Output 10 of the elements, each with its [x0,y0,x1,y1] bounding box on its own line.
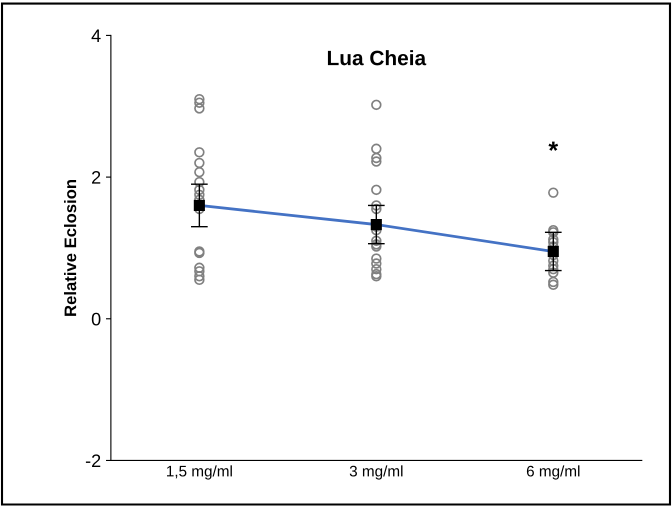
y-axis-title: Relative Eclosion [64,180,76,316]
x-tick-label: 6 mg/ml [526,465,580,480]
y-tick-label: 0 [92,312,100,326]
text: Lua Cheia [328,50,426,66]
y-tick-label: 2 [92,171,100,184]
y-tick-label: -2 [86,454,100,467]
x-tick-label: 3 mg/ml [350,465,402,480]
y-tick-label: 4 [92,30,101,42]
annotation: * [548,142,558,151]
x-tick-label: 1,5 mg/ml [166,465,232,480]
